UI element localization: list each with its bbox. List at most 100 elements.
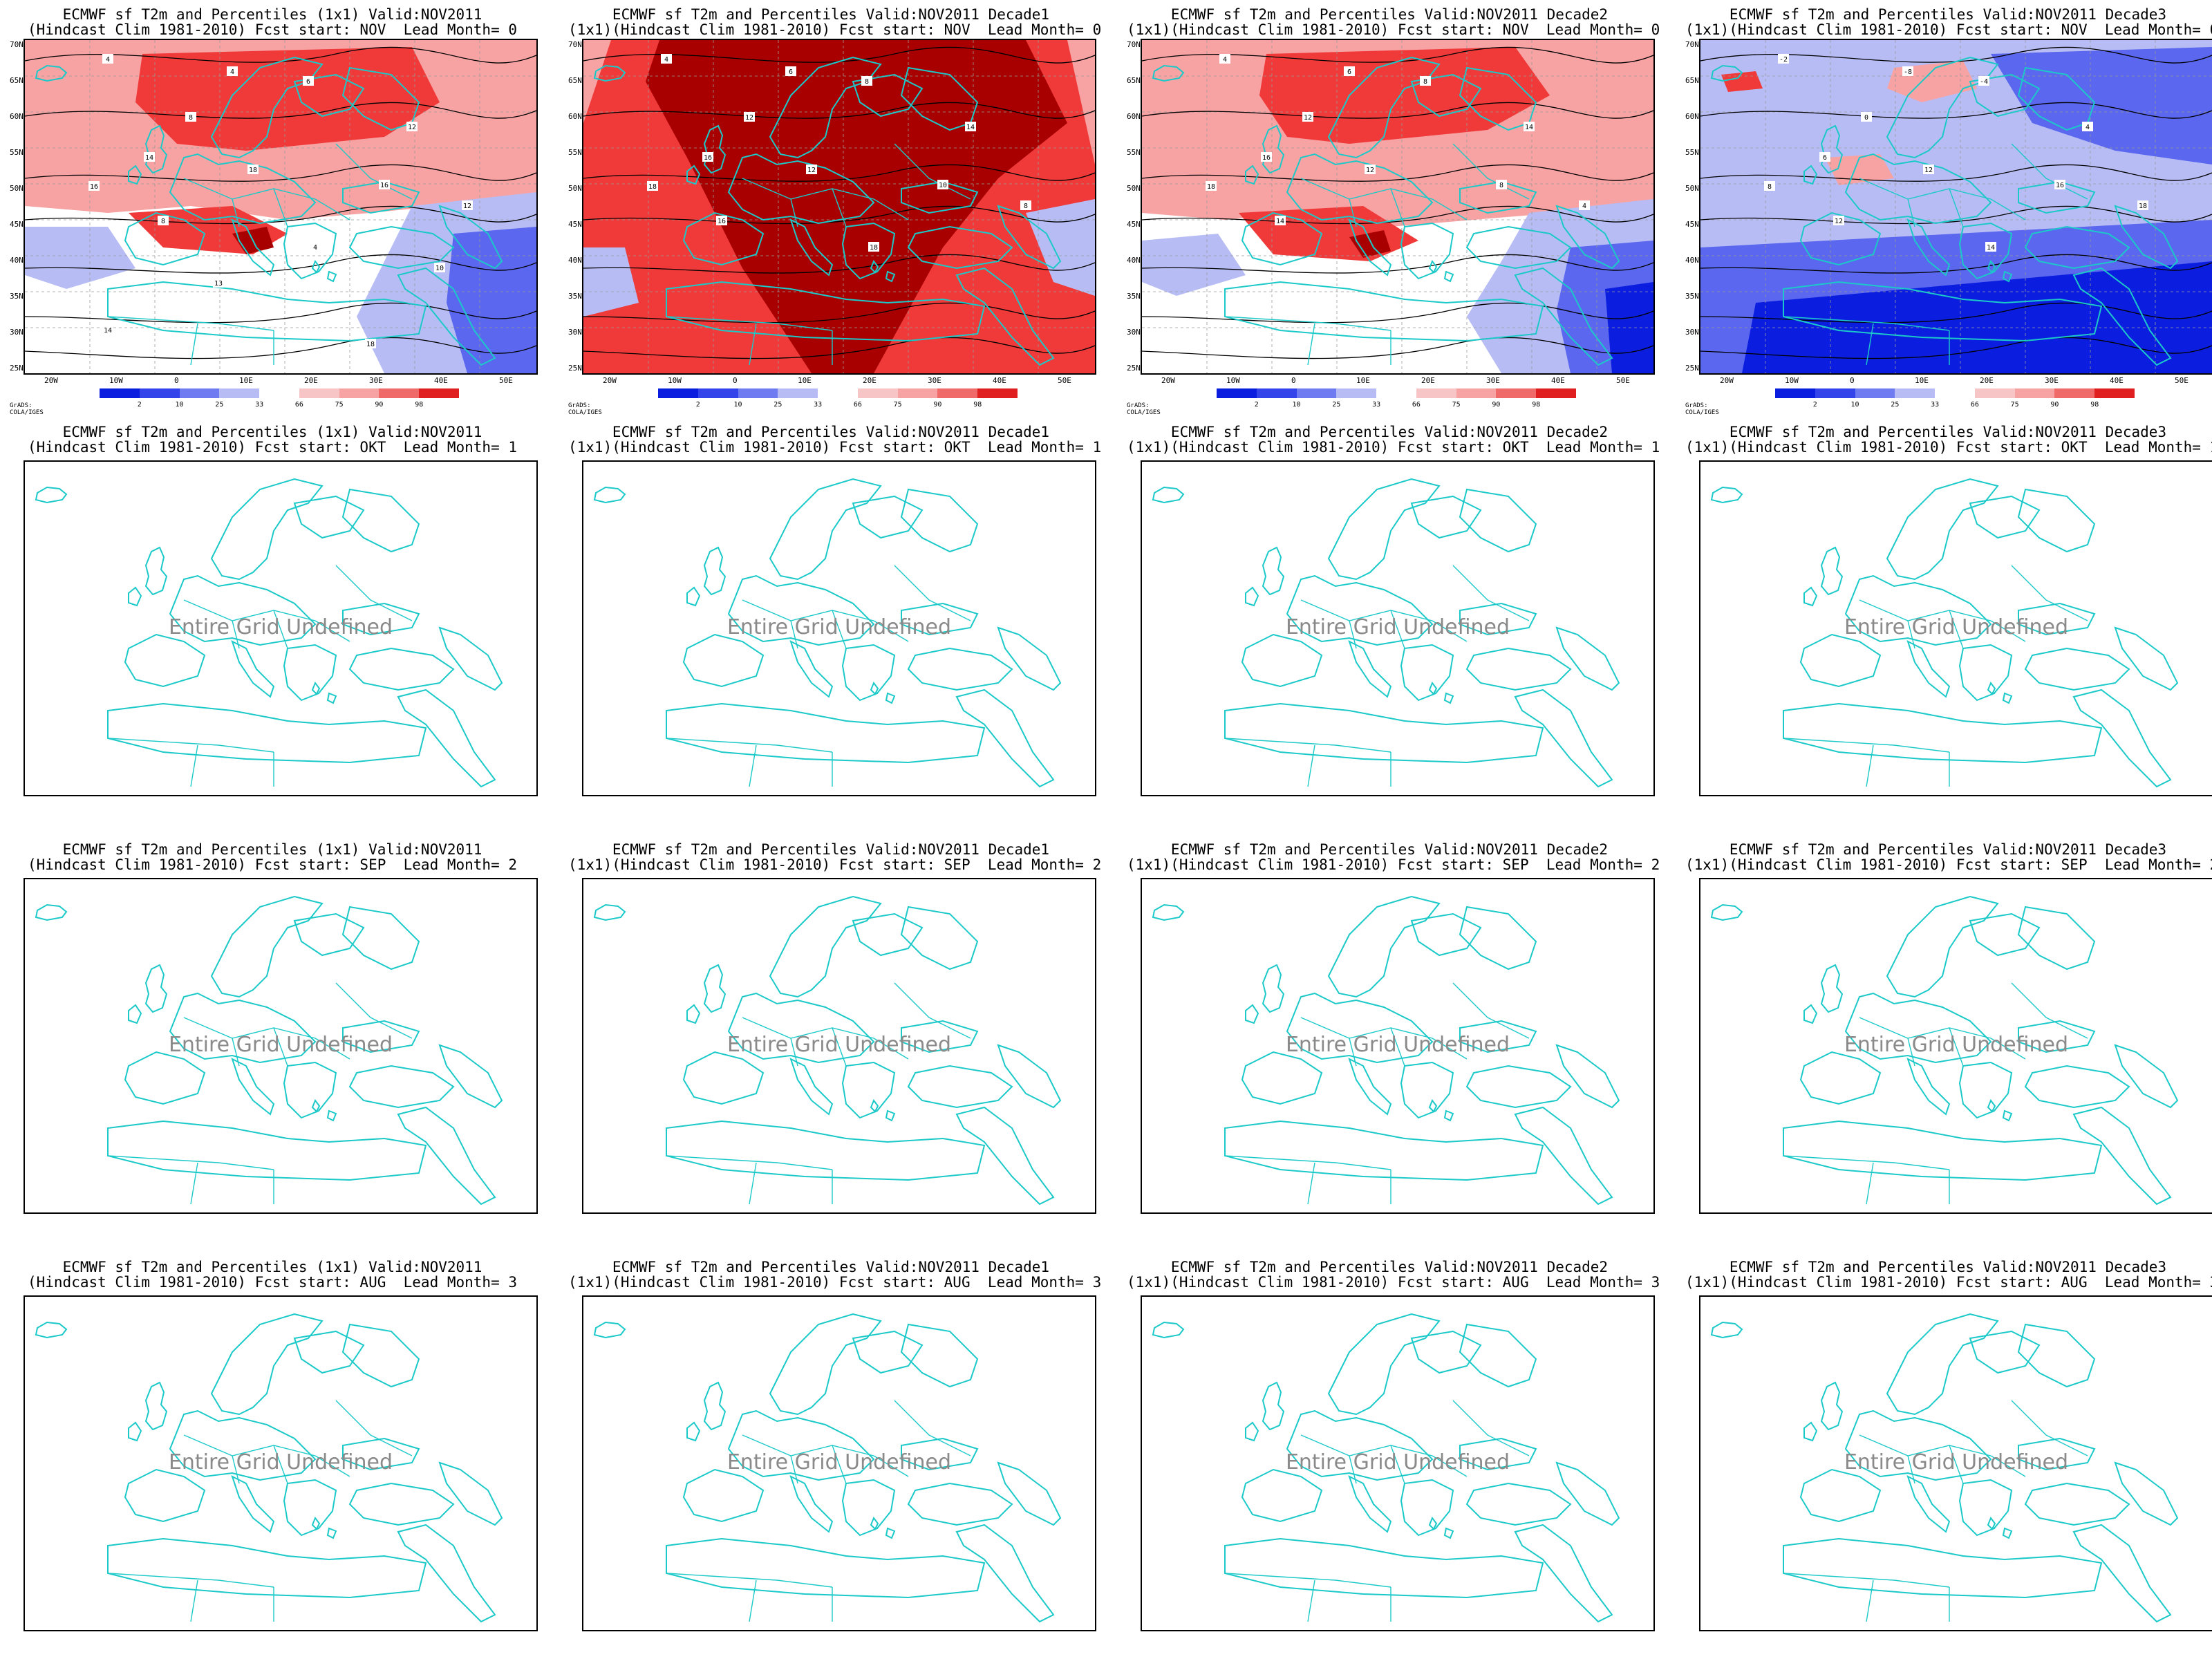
coastline	[1969, 912, 2041, 957]
isotherm-contour	[25, 337, 536, 359]
coastline	[1348, 640, 1392, 698]
coastline	[901, 1020, 979, 1053]
longitude-tick-label: 20W	[1720, 376, 1734, 385]
contour-label: 12	[806, 165, 817, 174]
coastline	[852, 912, 924, 957]
panel-title-line1: ECMWF sf T2m and Percentiles Valid:NOV20…	[612, 841, 1050, 858]
svg-text:16: 16	[2056, 182, 2064, 189]
coastline	[311, 1516, 321, 1530]
coastline	[870, 681, 879, 695]
latitude-tick-label: 50N	[568, 184, 582, 193]
longitude-tick-label: 20W	[603, 376, 617, 385]
coastline	[1783, 702, 2103, 764]
colorbar-tick-label: 98	[973, 401, 982, 409]
latitude-tick-label: 25N	[1685, 364, 1699, 373]
isotherm-contour	[583, 337, 1095, 359]
colorbar-segment	[937, 388, 978, 398]
country-border	[832, 188, 847, 227]
country-border	[1300, 178, 1433, 200]
country-border	[1349, 1038, 1357, 1067]
colorbar-segment	[1775, 388, 1815, 398]
coastline	[1410, 495, 1482, 539]
coastline	[124, 1468, 206, 1523]
coastline	[1465, 225, 1572, 270]
country-border	[1452, 143, 1530, 200]
svg-text:6: 6	[789, 68, 793, 76]
country-border	[749, 323, 757, 366]
colorbar-segment	[1256, 388, 1297, 398]
percentile-shading	[1142, 234, 1246, 296]
coastline	[293, 73, 365, 118]
colorbar-tick-label: 75	[1452, 401, 1461, 409]
latitude-tick-label: 35N	[1127, 292, 1141, 301]
coastline	[1958, 222, 2013, 280]
svg-text:8: 8	[865, 78, 869, 86]
panel-title-line1: ECMWF sf T2m and Percentiles Valid:NOV20…	[1729, 841, 2167, 858]
coastline	[1969, 495, 2041, 539]
contour-label: 8	[185, 112, 196, 122]
coastline	[326, 1527, 337, 1539]
longitude-tick-label: 30E	[1486, 376, 1500, 385]
country-border	[1990, 198, 2026, 221]
coastline	[841, 1061, 896, 1119]
latitude-tick-label: 65N	[1127, 76, 1141, 85]
svg-text:18: 18	[1207, 183, 1215, 191]
coastline	[1428, 1516, 1438, 1530]
coastline	[326, 692, 337, 704]
panel-title-line2: (Hindcast Clim 1981-2010) Fcst start: AU…	[27, 1274, 517, 1291]
country-border	[232, 198, 240, 227]
country-border	[1949, 1445, 1964, 1484]
longitude-tick-label: 10E	[239, 376, 253, 385]
coastline	[210, 478, 324, 581]
coastline	[2017, 66, 2096, 131]
latitude-tick-label: 60N	[1127, 112, 1141, 121]
coastline	[593, 1321, 626, 1339]
coastline	[1799, 212, 1882, 266]
coastline	[1348, 1475, 1392, 1533]
coastline	[397, 1106, 496, 1206]
contour-label: 16	[379, 180, 390, 189]
coastline	[124, 633, 206, 688]
panel-title-line1: ECMWF sf T2m and Percentiles Valid:NOV20…	[1729, 424, 2167, 440]
coastline	[1514, 688, 1613, 788]
colorbar-tick-label: 90	[2050, 401, 2059, 409]
map-frame: -2 -8 -4 0 4 6 8 12 16 18 12 14	[1699, 39, 2212, 375]
map-canvas: 4 4 6 8 12 14 16 18 16 12 8 4 10 13 14 18	[25, 40, 536, 373]
svg-text:-4: -4	[1980, 78, 1988, 86]
coastline	[210, 895, 324, 998]
svg-text:12: 12	[1366, 167, 1374, 174]
coastline	[2018, 602, 2096, 636]
contour-label: 0	[1861, 112, 1872, 122]
coastline	[1820, 964, 1844, 1013]
colorbar-tick-label: 33	[255, 401, 264, 409]
country-border	[666, 1573, 833, 1588]
coastline	[341, 906, 420, 971]
coastline	[348, 1065, 455, 1109]
country-border	[742, 599, 874, 621]
coastline	[593, 64, 626, 82]
coastline	[1799, 1468, 1882, 1523]
svg-text:14: 14	[104, 327, 112, 335]
svg-text:14: 14	[1276, 218, 1284, 225]
colorbar-segment	[1217, 388, 1257, 398]
coastline	[2072, 1106, 2172, 1206]
coastline	[666, 1537, 986, 1599]
latitude-tick-label: 50N	[1685, 184, 1699, 193]
panel-title-line1: ECMWF sf T2m and Percentiles Valid:NOV20…	[1170, 841, 1609, 858]
coastline	[703, 964, 727, 1013]
country-border	[1866, 323, 1874, 366]
coastline	[1820, 1381, 1844, 1431]
contour-label: 12	[1365, 165, 1376, 174]
grads-credit: GrADS: COLA/IGES	[10, 402, 44, 416]
country-border	[790, 620, 798, 649]
contour-label: -4	[1978, 76, 1989, 86]
panel-title-line2: (1x1)(Hindcast Clim 1981-2010) Fcst star…	[568, 439, 1102, 456]
colorbar-segment	[1974, 388, 2015, 398]
coastline	[1465, 647, 1572, 691]
coastline	[1710, 1321, 1743, 1339]
country-border	[107, 1573, 274, 1588]
coastline	[686, 1004, 701, 1024]
country-border	[894, 565, 971, 621]
country-border	[1859, 1434, 1991, 1456]
coastline	[900, 66, 979, 131]
